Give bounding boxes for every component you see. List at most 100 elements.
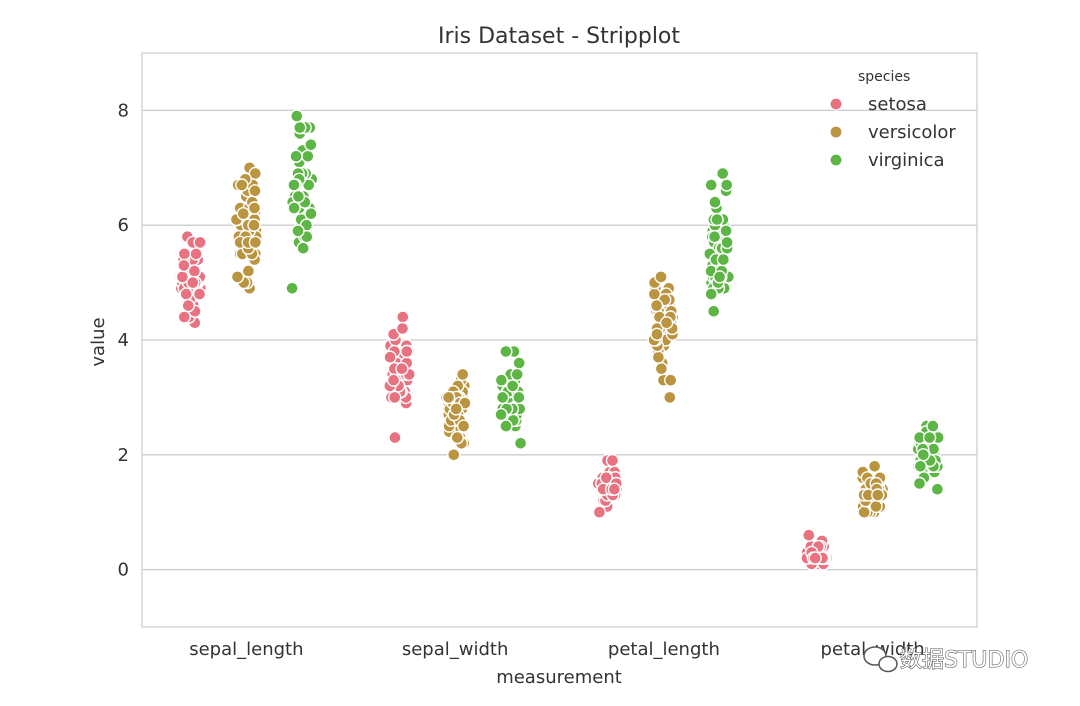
- watermark-text: 数据STUDIO: [900, 648, 1028, 673]
- y-tick-labels: 0 2 4 6 8: [118, 100, 129, 580]
- data-point-virginica: [708, 195, 722, 209]
- x-tick-label: sepal_width: [402, 639, 509, 660]
- data-point-virginica: [512, 390, 526, 405]
- data-point-setosa: [388, 390, 402, 405]
- data-point-setosa: [607, 482, 622, 496]
- data-point-setosa: [179, 287, 193, 301]
- data-point-virginica: [289, 149, 303, 164]
- watermark: 数据STUDIO: [863, 646, 1029, 674]
- data-point-versicolor: [441, 390, 456, 405]
- y-axis-label: value: [88, 317, 109, 366]
- data-point-virginica: [704, 287, 718, 301]
- data-point-virginica: [494, 373, 509, 387]
- legend-label-versicolor: versicolor: [868, 122, 956, 143]
- data-point-versicolor: [654, 362, 669, 376]
- data-point-setosa: [383, 350, 397, 364]
- data-point-virginica: [506, 379, 520, 393]
- data-point-virginica: [495, 390, 510, 405]
- legend-label-virginica: virginica: [868, 150, 945, 171]
- data-point-setosa: [592, 505, 607, 519]
- data-point-versicolor: [450, 430, 464, 445]
- data-point-virginica: [301, 149, 315, 164]
- data-point-virginica: [716, 252, 731, 267]
- data-point-versicolor: [241, 264, 256, 278]
- data-point-versicolor: [247, 218, 261, 232]
- data-point-setosa: [177, 258, 191, 273]
- data-point-virginica: [499, 344, 513, 359]
- data-point-virginica: [293, 120, 307, 135]
- x-tick-labels: sepal_lengthsepal_widthpetal_lengthpetal…: [189, 639, 925, 660]
- y-tick-label: 2: [118, 445, 129, 466]
- data-point-virginica: [285, 281, 299, 295]
- data-point-versicolor: [663, 390, 677, 405]
- data-point-versicolor: [248, 184, 262, 198]
- data-point-virginica: [720, 178, 734, 192]
- data-point-versicolor: [650, 327, 664, 341]
- data-point-virginica: [916, 448, 930, 462]
- data-point-versicolor: [456, 419, 471, 433]
- data-point-setosa: [193, 235, 207, 250]
- data-point-virginica: [291, 224, 305, 238]
- data-point-virginica: [712, 270, 727, 284]
- wechat-icon: [863, 646, 898, 673]
- x-tick-label: sepal_length: [189, 639, 303, 660]
- y-tick-label: 6: [118, 215, 129, 236]
- legend-marker-versicolor: [829, 125, 843, 139]
- legend: species setosa versicolor virginica: [829, 69, 956, 171]
- data-point-virginica: [710, 212, 724, 227]
- data-point-virginica: [494, 407, 508, 422]
- data-point-setosa: [802, 528, 816, 542]
- data-point-setosa: [396, 310, 410, 324]
- data-point-virginica: [704, 178, 718, 192]
- data-point-virginica: [290, 109, 304, 123]
- data-point-setosa: [189, 247, 203, 261]
- data-point-setosa: [599, 471, 613, 485]
- y-tick-label: 0: [118, 560, 129, 581]
- y-tick-label: 4: [118, 330, 129, 351]
- data-point-versicolor: [869, 499, 883, 514]
- data-point-virginica: [922, 430, 937, 445]
- data-point-versicolor: [236, 206, 251, 221]
- data-points: [174, 109, 945, 571]
- data-point-virginica: [913, 459, 928, 473]
- data-point-versicolor: [867, 459, 882, 473]
- data-point-virginica: [912, 476, 927, 491]
- y-tick-label: 8: [118, 100, 129, 121]
- data-point-virginica: [926, 419, 940, 433]
- data-point-virginica: [707, 229, 722, 244]
- data-point-setosa: [605, 453, 620, 468]
- data-point-virginica: [304, 138, 318, 152]
- data-point-versicolor: [659, 316, 674, 330]
- data-point-versicolor: [857, 505, 871, 519]
- legend-title: species: [858, 69, 910, 85]
- data-point-setosa: [395, 321, 410, 336]
- data-point-setosa: [400, 344, 414, 359]
- data-point-virginica: [707, 304, 721, 318]
- data-point-virginica: [287, 178, 301, 192]
- data-point-virginica: [716, 166, 730, 181]
- data-point-versicolor: [651, 350, 666, 364]
- data-point-versicolor: [649, 298, 664, 313]
- data-point-virginica: [499, 419, 513, 433]
- grid-lines: [142, 109, 977, 571]
- data-point-versicolor: [654, 270, 668, 284]
- data-point-versicolor: [248, 235, 263, 250]
- data-point-virginica: [287, 201, 301, 215]
- data-point-setosa: [395, 362, 409, 376]
- data-point-setosa: [186, 275, 200, 290]
- data-point-versicolor: [664, 373, 678, 387]
- data-point-versicolor: [456, 367, 470, 382]
- data-point-setosa: [386, 373, 401, 387]
- data-point-virginica: [513, 436, 528, 450]
- legend-label-setosa: setosa: [868, 94, 927, 115]
- data-point-virginica: [930, 482, 945, 496]
- data-point-setosa: [177, 247, 192, 261]
- legend-marker-virginica: [829, 153, 843, 167]
- data-point-versicolor: [871, 488, 885, 502]
- data-point-virginica: [296, 241, 310, 255]
- data-point-virginica: [291, 189, 306, 204]
- chart-title: Iris Dataset - Stripplot: [438, 24, 680, 49]
- x-tick-label: petal_length: [608, 639, 720, 660]
- data-point-setosa: [388, 430, 402, 445]
